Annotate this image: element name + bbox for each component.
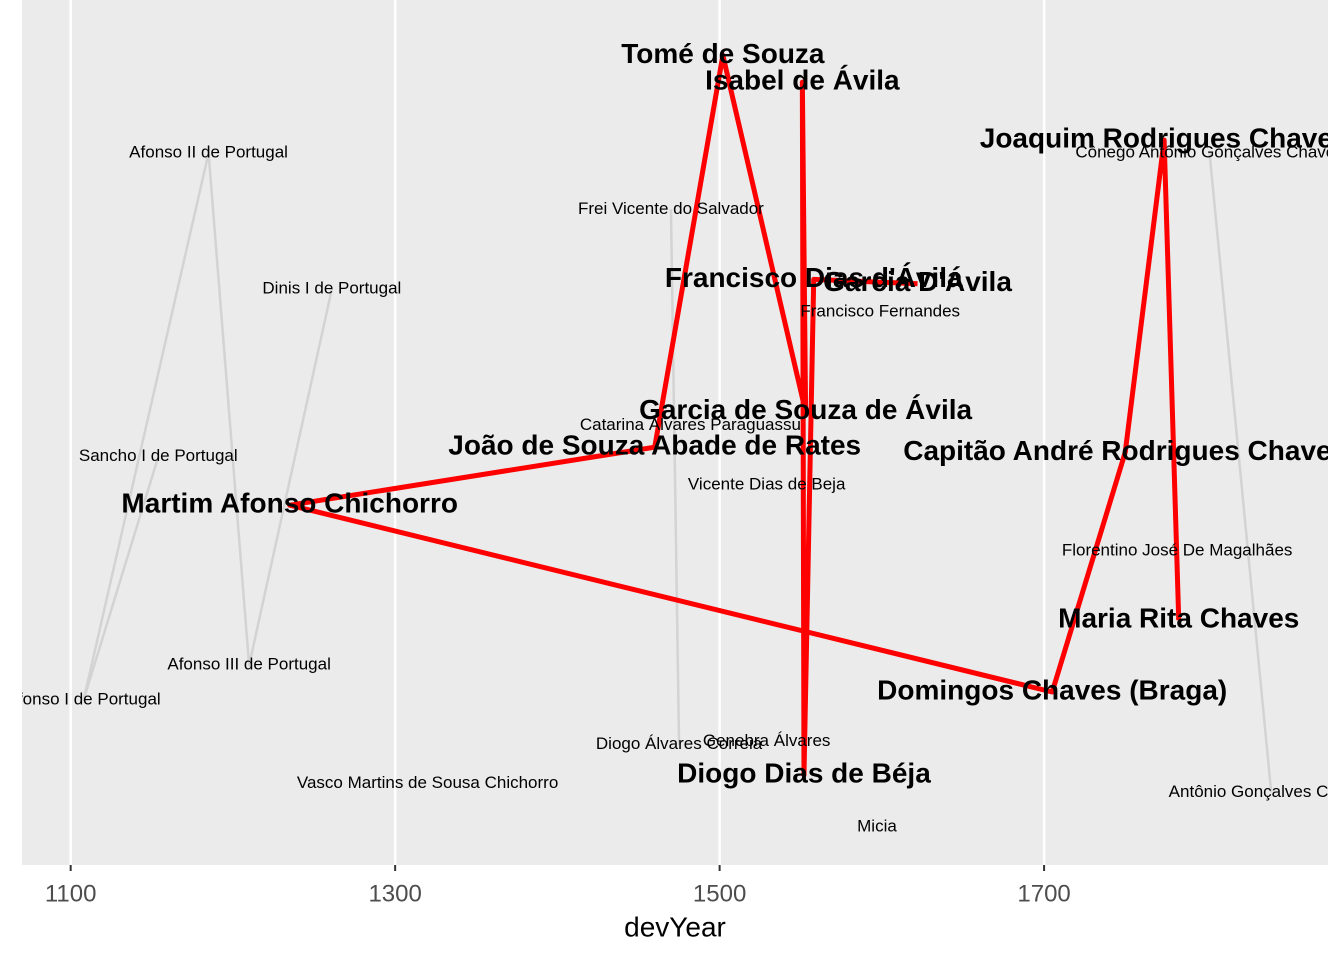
point-label: Afonso II de Portugal xyxy=(129,143,288,162)
x-tick-label: 1300 xyxy=(368,880,421,907)
point-label: Garcia de Souza de Ávila xyxy=(639,394,972,425)
grid xyxy=(69,0,1046,865)
point-label: Maria Rita Chaves xyxy=(1058,603,1299,634)
point-label: Catarina Álvares Paraguassu xyxy=(580,415,801,434)
x-tick-label: 1100 xyxy=(45,880,97,907)
point-label: Afonso III de Portugal xyxy=(167,655,331,674)
point-label: Cônego Antônio Gonçalves Chaves xyxy=(1075,143,1343,162)
point-label: Francisco Fernandes xyxy=(800,302,960,321)
plot-area: Sancho I de Portugal Afonso I de Portugal… xyxy=(7,38,1344,836)
point-label: Micia xyxy=(857,816,897,835)
point-label: Diogo Álvares Correia xyxy=(596,734,763,753)
x-axis: 1100 1300 1500 1700 xyxy=(45,865,1071,907)
point-label: Diogo Dias de Béja xyxy=(677,757,931,788)
point-label: Sancho I de Portugal xyxy=(79,446,238,465)
x-axis-title: devYear xyxy=(624,911,726,942)
series-line xyxy=(1208,152,1273,793)
point-label: Afonso I de Portugal xyxy=(7,689,161,708)
point-label: Garcia D'Ávila xyxy=(823,266,1012,297)
point-label: Isabel de Ávila xyxy=(705,65,900,96)
point-label: Florentino José De Magalhães xyxy=(1062,540,1293,559)
point-label: Dinis I de Portugal xyxy=(262,278,401,297)
x-tick-label: 1500 xyxy=(693,880,746,907)
point-label: Domingos Chaves (Braga) xyxy=(877,674,1227,705)
x-tick-label: 1700 xyxy=(1017,880,1070,907)
point-label: Frei Vicente do Salvador xyxy=(578,199,764,218)
point-label: João de Souza Abade de Rates xyxy=(448,430,861,461)
series-line xyxy=(82,151,334,702)
point-label: Tomé de Souza xyxy=(621,38,825,69)
series-line xyxy=(287,52,1182,778)
point-label: Martim Afonso Chichorro xyxy=(121,488,458,519)
point-label: Francisco Dias d'Ávila xyxy=(665,262,963,293)
point-label: Antônio Gonçalves Chaves xyxy=(1169,782,1344,801)
series-line xyxy=(669,209,681,745)
point-label: Vasco Martins de Sousa Chichorro xyxy=(297,773,558,792)
point-label: Vicente Dias de Beja xyxy=(688,475,846,494)
point-label: Joaquim Rodrigues Chaves xyxy=(980,123,1344,154)
point-label: Capitão André Rodrigues Chaves xyxy=(903,435,1344,466)
point-label: Genebra Álvares xyxy=(703,731,831,750)
